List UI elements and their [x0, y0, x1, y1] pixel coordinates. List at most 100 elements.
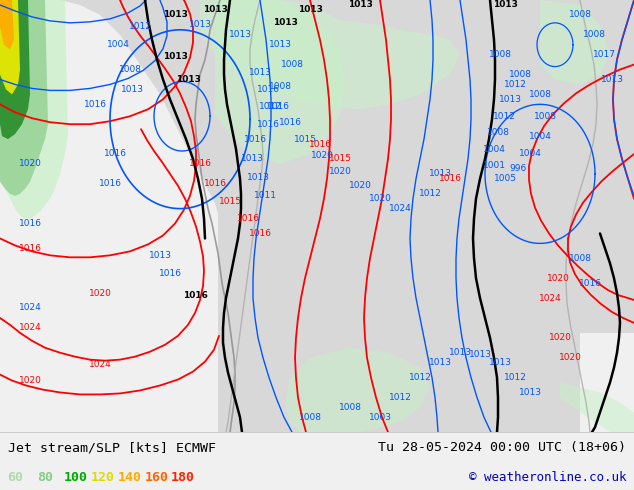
Text: 1013: 1013 — [297, 5, 323, 14]
Polygon shape — [215, 0, 345, 164]
Text: 1016: 1016 — [257, 85, 280, 94]
Polygon shape — [0, 0, 218, 432]
Text: Tu 28-05-2024 00:00 UTC (18+06): Tu 28-05-2024 00:00 UTC (18+06) — [378, 441, 626, 454]
Text: 1013: 1013 — [247, 173, 269, 182]
Polygon shape — [580, 333, 634, 432]
Text: 1016: 1016 — [243, 135, 266, 144]
Text: 1011: 1011 — [254, 191, 276, 200]
Polygon shape — [285, 348, 430, 432]
Text: 1013: 1013 — [429, 358, 451, 367]
Text: 80: 80 — [37, 471, 53, 484]
Text: 1013: 1013 — [498, 95, 522, 104]
Polygon shape — [0, 0, 30, 139]
Text: 1020: 1020 — [368, 194, 391, 203]
Text: 1013: 1013 — [188, 21, 212, 29]
Text: 1016: 1016 — [183, 291, 207, 299]
Polygon shape — [200, 0, 460, 109]
Text: 1013: 1013 — [148, 251, 172, 260]
Text: 160: 160 — [145, 471, 169, 484]
Text: 1013: 1013 — [176, 75, 200, 84]
Text: 1013: 1013 — [429, 170, 451, 178]
Text: © weatheronline.co.uk: © weatheronline.co.uk — [469, 471, 626, 484]
Text: 1016: 1016 — [18, 244, 41, 253]
Text: 1013: 1013 — [162, 10, 188, 20]
FancyBboxPatch shape — [0, 0, 634, 432]
Text: 1020: 1020 — [328, 168, 351, 176]
Text: 1013: 1013 — [228, 30, 252, 39]
Text: 1020: 1020 — [18, 159, 41, 169]
Text: 1004: 1004 — [482, 145, 505, 153]
Text: 1012: 1012 — [129, 23, 152, 31]
Text: 1020: 1020 — [547, 274, 569, 283]
Text: 1024: 1024 — [18, 323, 41, 332]
Text: 1017: 1017 — [593, 50, 616, 59]
Text: 1013: 1013 — [162, 52, 188, 61]
Text: 180: 180 — [171, 471, 195, 484]
Text: 1013: 1013 — [273, 18, 297, 27]
Text: 1020: 1020 — [311, 151, 333, 161]
Text: 1020: 1020 — [18, 376, 41, 385]
Text: Jet stream/SLP [kts] ECMWF: Jet stream/SLP [kts] ECMWF — [8, 441, 216, 454]
Text: 1012: 1012 — [389, 393, 411, 402]
Text: 1016: 1016 — [204, 179, 226, 188]
Text: 1016: 1016 — [236, 214, 259, 223]
Text: 1012: 1012 — [503, 373, 526, 382]
Text: 1004: 1004 — [107, 40, 129, 49]
Text: 1016: 1016 — [257, 120, 280, 129]
Text: 1024: 1024 — [389, 204, 411, 213]
Text: 1008: 1008 — [583, 30, 605, 39]
Text: 140: 140 — [117, 471, 141, 484]
Polygon shape — [0, 0, 68, 219]
Text: 1020: 1020 — [89, 289, 112, 297]
Text: 1016: 1016 — [309, 140, 332, 148]
Text: 1008: 1008 — [569, 10, 592, 20]
Text: 1016: 1016 — [266, 102, 290, 111]
Text: 1013: 1013 — [600, 75, 623, 84]
Text: 1008: 1008 — [269, 82, 292, 91]
Text: 1016: 1016 — [578, 279, 602, 288]
Text: 1024: 1024 — [18, 303, 41, 313]
Text: 1008: 1008 — [299, 413, 321, 422]
Text: 1024: 1024 — [539, 294, 561, 302]
Text: 1015: 1015 — [328, 154, 351, 164]
Text: 1024: 1024 — [89, 360, 112, 369]
Text: 1008: 1008 — [508, 70, 531, 79]
Text: 1013: 1013 — [269, 40, 292, 49]
Text: 1016: 1016 — [439, 174, 462, 183]
Text: 60: 60 — [8, 471, 23, 484]
Polygon shape — [560, 383, 634, 432]
Text: 1013: 1013 — [519, 388, 541, 397]
Text: 1008: 1008 — [339, 403, 361, 412]
Text: 1008: 1008 — [119, 65, 141, 74]
Text: 1013: 1013 — [347, 0, 372, 9]
Text: 1001: 1001 — [482, 161, 505, 171]
Text: 1016: 1016 — [18, 219, 41, 228]
Text: 1012: 1012 — [503, 80, 526, 89]
Text: 1016: 1016 — [103, 149, 127, 158]
Polygon shape — [0, 0, 20, 95]
Text: 1013: 1013 — [240, 154, 264, 164]
Text: 1012: 1012 — [408, 373, 432, 382]
Text: 1020: 1020 — [559, 353, 581, 362]
Text: 1013: 1013 — [202, 5, 228, 14]
Text: 1015: 1015 — [294, 135, 316, 144]
Text: 1008: 1008 — [486, 127, 510, 137]
Text: 1004: 1004 — [519, 149, 541, 158]
Text: 1012: 1012 — [493, 112, 515, 121]
Text: 1016: 1016 — [98, 179, 122, 188]
Polygon shape — [540, 0, 610, 84]
Text: 1020: 1020 — [349, 181, 372, 190]
Text: 1016: 1016 — [249, 229, 271, 238]
Text: 1016: 1016 — [158, 269, 181, 278]
Text: 1016: 1016 — [188, 159, 212, 169]
Text: 1016: 1016 — [278, 118, 302, 127]
Text: 1016: 1016 — [84, 100, 107, 109]
Text: 1003: 1003 — [368, 413, 392, 422]
Polygon shape — [0, 0, 14, 49]
Text: 1008: 1008 — [533, 112, 557, 121]
Text: 1004: 1004 — [529, 132, 552, 141]
Text: 1013: 1013 — [120, 85, 143, 94]
Text: 1008: 1008 — [569, 254, 592, 263]
Text: 1012: 1012 — [259, 102, 281, 111]
Text: 1013: 1013 — [469, 350, 491, 359]
